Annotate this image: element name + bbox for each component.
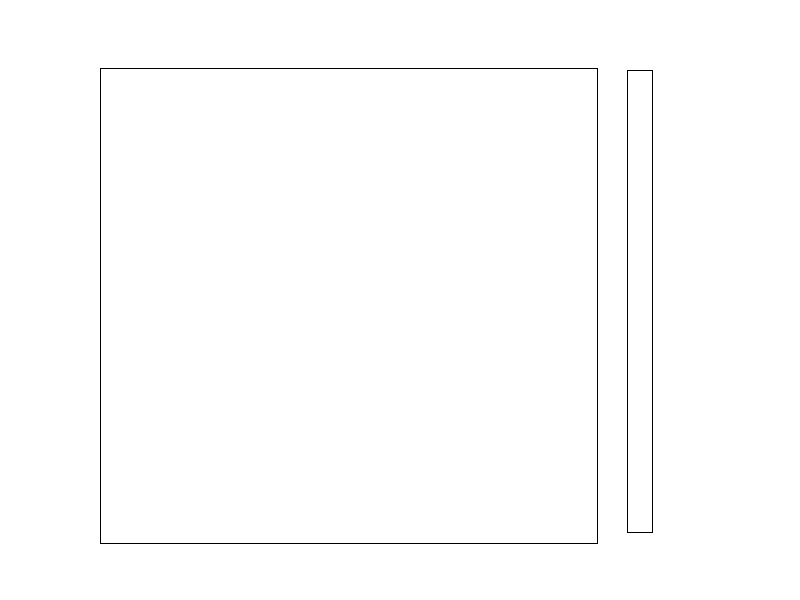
colorbar-gradient	[628, 71, 652, 532]
colorbar	[627, 70, 653, 533]
scatter-density-canvas	[101, 69, 597, 543]
plot-area	[100, 68, 598, 544]
